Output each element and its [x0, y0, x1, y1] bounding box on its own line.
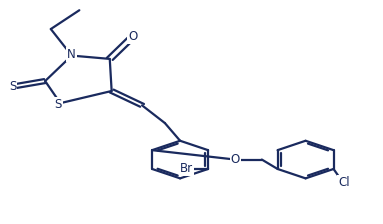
Text: O: O: [128, 30, 137, 43]
Text: Cl: Cl: [338, 177, 350, 190]
Text: O: O: [231, 153, 240, 166]
Text: N: N: [67, 48, 76, 61]
Text: Br: Br: [180, 162, 193, 175]
Text: S: S: [9, 80, 16, 93]
Text: S: S: [55, 98, 62, 111]
